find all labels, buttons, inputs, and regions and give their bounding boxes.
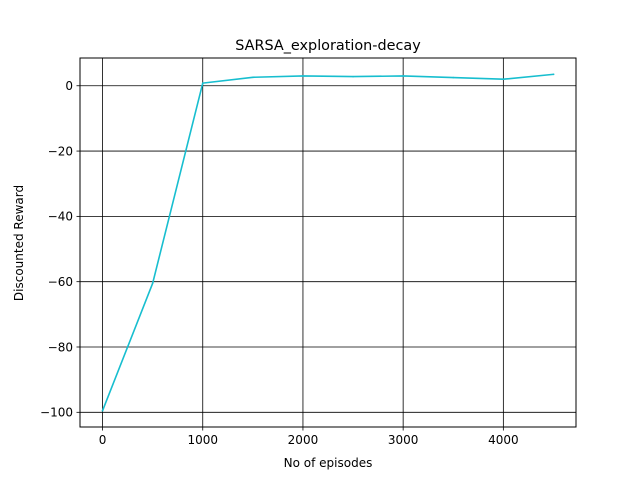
data-point (402, 75, 404, 77)
data-point (101, 409, 104, 412)
data-point (352, 75, 354, 78)
y-axis: 0 −20 −40 −60 −80 −100 (40, 79, 80, 420)
grid-lines (80, 58, 576, 427)
data-point (452, 76, 455, 79)
y-tick-label: −40 (48, 210, 73, 224)
y-axis-label: Discounted Reward (12, 185, 26, 301)
x-tick-label: 3000 (388, 433, 419, 447)
data-point (302, 75, 304, 77)
data-point (552, 73, 555, 76)
plot-frame (79, 57, 577, 428)
series-line (101, 73, 555, 412)
x-tick-label: 2000 (288, 433, 319, 447)
x-tick-label: 4000 (488, 433, 519, 447)
data-point (151, 282, 154, 285)
data-point (252, 76, 254, 79)
y-tick-label: −20 (48, 144, 73, 158)
y-tick-label: −100 (40, 406, 73, 420)
chart-title: SARSA_exploration-decay (235, 38, 421, 54)
y-tick-label: 0 (65, 79, 73, 93)
x-axis: 0 1000 2000 3000 4000 (99, 427, 519, 447)
x-axis-label: No of episodes (284, 456, 373, 470)
x-tick-label: 1000 (187, 433, 218, 447)
y-tick-label: −60 (48, 275, 73, 289)
data-point (502, 78, 505, 81)
y-tick-label: −80 (48, 340, 73, 354)
series-layer (101, 73, 555, 412)
data-point (201, 82, 204, 84)
x-tick-label: 0 (99, 433, 107, 447)
